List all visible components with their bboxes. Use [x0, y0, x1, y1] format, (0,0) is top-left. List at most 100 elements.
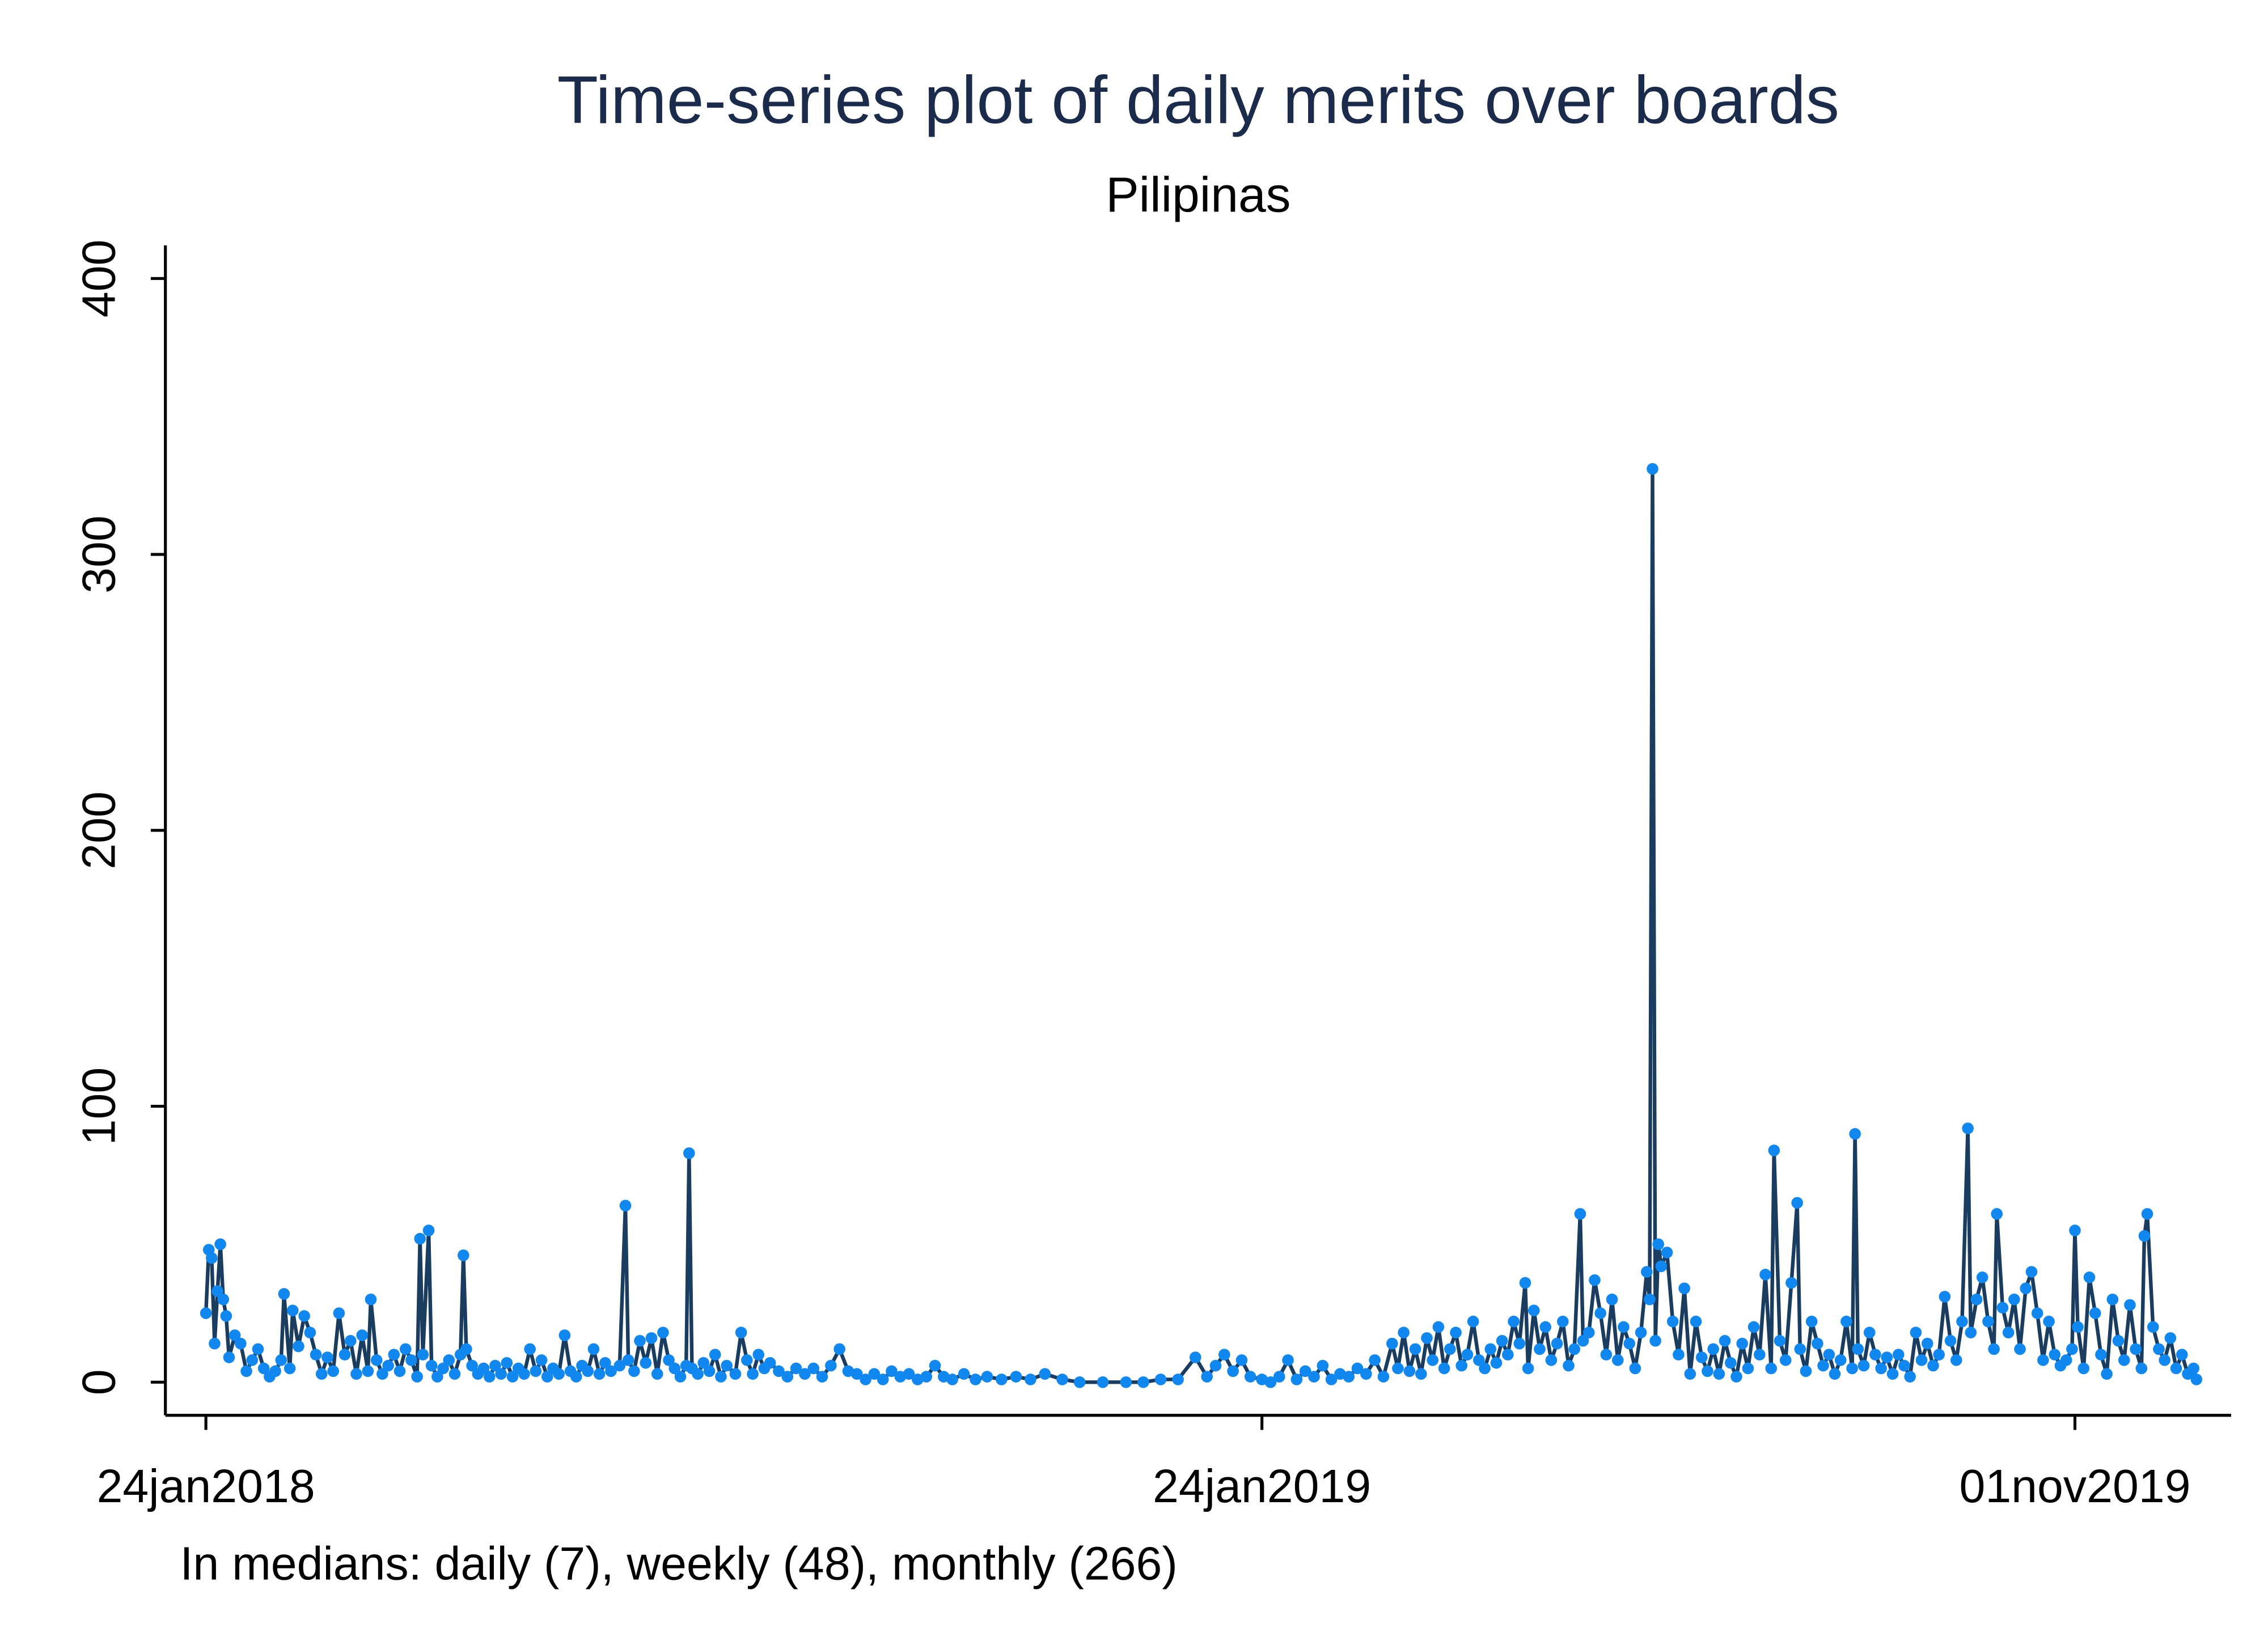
data-point — [1962, 1122, 1974, 1134]
data-point — [1308, 1371, 1320, 1383]
data-point — [1976, 1271, 1988, 1283]
data-point — [2130, 1343, 2142, 1355]
data-point — [1736, 1337, 1748, 1350]
data-point — [2138, 1230, 2151, 1242]
data-point — [1432, 1321, 1445, 1333]
data-point — [1840, 1315, 1852, 1328]
data-point — [657, 1326, 669, 1339]
data-point — [1479, 1362, 1491, 1375]
data-point — [868, 1368, 881, 1380]
data-point — [1343, 1371, 1355, 1383]
data-point — [425, 1359, 438, 1372]
data-point — [1508, 1315, 1520, 1328]
data-point — [506, 1371, 519, 1383]
data-point — [1707, 1343, 1719, 1355]
data-point — [1927, 1359, 1939, 1372]
data-point — [1317, 1359, 1329, 1372]
data-point — [683, 1147, 695, 1159]
data-point — [1724, 1356, 1737, 1369]
data-point — [1944, 1335, 1957, 1347]
data-point — [1490, 1356, 1503, 1369]
data-point — [850, 1368, 863, 1380]
data-point — [2106, 1293, 2119, 1305]
x-tick-label: 24jan2019 — [1153, 1460, 1371, 1512]
data-point — [1869, 1349, 1881, 1360]
data-point — [1519, 1277, 1531, 1289]
data-point — [1618, 1321, 1630, 1333]
data-point — [1921, 1337, 1933, 1350]
data-point — [1759, 1269, 1771, 1281]
data-point — [399, 1343, 412, 1355]
data-point — [1753, 1349, 1766, 1360]
data-point — [1823, 1349, 1835, 1360]
data-point — [298, 1310, 310, 1322]
data-point — [735, 1326, 747, 1339]
data-point — [1988, 1343, 2000, 1355]
data-point — [929, 1359, 941, 1372]
data-point — [1791, 1197, 1803, 1209]
data-point — [2043, 1315, 2055, 1328]
data-point — [1290, 1374, 1303, 1385]
data-point — [1563, 1359, 1575, 1372]
data-point — [1427, 1354, 1438, 1366]
data-point — [1673, 1349, 1685, 1360]
data-point — [483, 1371, 496, 1383]
data-point — [570, 1371, 582, 1383]
data-point — [1982, 1315, 1994, 1328]
data-point — [970, 1374, 981, 1385]
data-point — [338, 1349, 351, 1360]
x-tick-label: 01nov2019 — [1959, 1460, 2190, 1512]
data-point — [1785, 1277, 1797, 1289]
data-point — [605, 1365, 617, 1377]
data-point — [1611, 1354, 1624, 1366]
data-point — [2190, 1374, 2203, 1385]
data-point — [240, 1365, 252, 1377]
data-point — [1450, 1326, 1462, 1339]
data-point — [1568, 1343, 1581, 1355]
data-point — [293, 1340, 304, 1353]
data-point — [2135, 1362, 2148, 1375]
data-point — [477, 1362, 490, 1375]
data-point — [1684, 1368, 1696, 1380]
data-point — [613, 1359, 626, 1372]
data-point — [1264, 1376, 1277, 1388]
data-point — [752, 1349, 765, 1360]
data-point — [703, 1365, 716, 1377]
data-point — [558, 1329, 571, 1341]
y-tick-label: 200 — [73, 791, 125, 870]
data-point — [1589, 1274, 1601, 1286]
data-point — [1392, 1362, 1404, 1375]
note: In medians: daily (7), weekly (48), mont… — [180, 1537, 1177, 1589]
data-point — [220, 1310, 232, 1322]
data-point — [1582, 1326, 1595, 1339]
data-point — [315, 1368, 328, 1380]
data-point — [1829, 1368, 1841, 1380]
data-point — [2020, 1282, 2032, 1295]
data-point — [1172, 1374, 1184, 1385]
data-point — [1863, 1326, 1876, 1339]
data-point — [1640, 1266, 1653, 1278]
data-point — [1834, 1354, 1847, 1366]
data-point — [1950, 1354, 1962, 1366]
data-point — [1282, 1354, 1294, 1366]
data-point — [417, 1349, 429, 1360]
data-point — [370, 1354, 383, 1366]
data-point — [1513, 1337, 1526, 1350]
data-point — [414, 1232, 426, 1245]
data-point — [1690, 1315, 1702, 1328]
data-point — [668, 1362, 681, 1375]
data-point — [781, 1371, 794, 1383]
data-point — [535, 1354, 548, 1366]
data-point — [1403, 1365, 1416, 1377]
data-point — [2069, 1224, 2081, 1236]
data-point — [773, 1365, 785, 1377]
data-point — [2031, 1307, 2043, 1319]
data-point — [1201, 1371, 1213, 1383]
data-point — [1244, 1371, 1256, 1383]
data-point — [460, 1343, 472, 1355]
data-point — [1398, 1326, 1410, 1339]
data-point — [1377, 1371, 1390, 1383]
data-point — [1881, 1351, 1893, 1363]
